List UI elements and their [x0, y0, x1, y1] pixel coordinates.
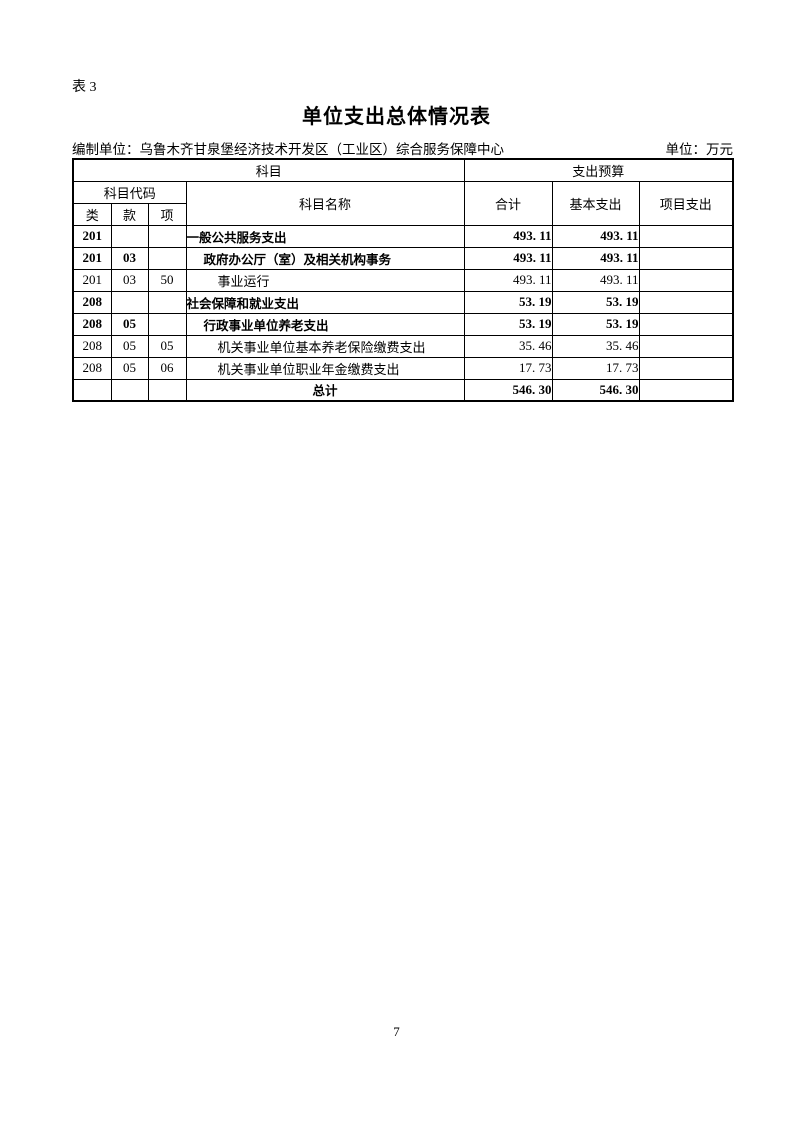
header-budget-group: 支出预算	[463, 158, 734, 182]
table-row: 201 03 50 事业运行 493. 11 493. 11	[72, 268, 734, 292]
cell-class	[72, 378, 112, 402]
cell-item	[147, 246, 187, 270]
cell-section	[110, 378, 149, 402]
unit-label: 单位：万元	[665, 142, 734, 157]
cell-project	[638, 378, 734, 402]
cell-basic: 493. 11	[551, 224, 640, 248]
cell-basic: 493. 11	[551, 268, 640, 292]
table-row: 208 05 行政事业单位养老支出 53. 19 53. 19	[72, 312, 734, 336]
cell-project	[638, 246, 734, 270]
page-title: 单位支出总体情况表	[302, 106, 491, 128]
cell-item	[147, 290, 187, 314]
table-row: 208 社会保障和就业支出 53. 19 53. 19	[72, 290, 734, 314]
cell-section: 05	[110, 312, 149, 336]
header-item: 项	[147, 202, 187, 226]
cell-item	[147, 312, 187, 336]
cell-basic: 53. 19	[551, 312, 640, 336]
cell-section	[110, 224, 149, 248]
cell-class: 208	[72, 290, 112, 314]
header-section: 款	[110, 202, 149, 226]
cell-subject-name: 事业运行	[185, 268, 465, 292]
header-basic-expense: 基本支出	[551, 180, 640, 226]
header-subject-group: 科目	[72, 158, 465, 182]
cell-project	[638, 268, 734, 292]
table-row-total: 总计 546. 30 546. 30	[72, 378, 734, 402]
cell-total: 53. 19	[463, 312, 553, 336]
cell-class: 201	[72, 224, 112, 248]
table-row: 208 05 06 机关事业单位职业年金缴费支出 17. 73 17. 73	[72, 356, 734, 380]
table-row: 201 03 政府办公厅（室）及相关机构事务 493. 11 493. 11	[72, 246, 734, 270]
cell-subject-name: 机关事业单位基本养老保险缴费支出	[185, 334, 465, 358]
cell-section: 03	[110, 268, 149, 292]
cell-subject-name: 社会保障和就业支出	[185, 290, 465, 314]
cell-total: 493. 11	[463, 268, 553, 292]
cell-class: 208	[72, 356, 112, 380]
expenditure-table: 科目 支出预算 科目代码 科目名称 合计 基本支出 项目支出 类 款 项 201…	[72, 158, 735, 402]
cell-item: 05	[147, 334, 187, 358]
page-number: 7	[393, 1024, 400, 1039]
header-total: 合计	[463, 180, 553, 226]
cell-section: 05	[110, 356, 149, 380]
cell-class: 208	[72, 334, 112, 358]
cell-subject-name: 行政事业单位养老支出	[185, 312, 465, 336]
table-number-label: 表 3	[72, 80, 97, 95]
cell-section: 03	[110, 246, 149, 270]
cell-total: 53. 19	[463, 290, 553, 314]
cell-project	[638, 312, 734, 336]
cell-basic: 493. 11	[551, 246, 640, 270]
cell-section	[110, 290, 149, 314]
cell-item	[147, 224, 187, 248]
cell-basic: 546. 30	[551, 378, 640, 402]
cell-class: 201	[72, 268, 112, 292]
cell-total: 546. 30	[463, 378, 553, 402]
meta-line: 编制单位：乌鲁木齐甘泉堡经济技术开发区（工业区）综合服务保障中心 单位：万元	[72, 138, 733, 158]
table-header-row-groups: 科目 支出预算	[72, 158, 734, 182]
cell-item: 50	[147, 268, 187, 292]
header-subject-name: 科目名称	[185, 180, 465, 226]
cell-project	[638, 356, 734, 380]
prepared-by-label: 编制单位：乌鲁木齐甘泉堡经济技术开发区（工业区）综合服务保障中心	[72, 142, 504, 157]
cell-basic: 35. 46	[551, 334, 640, 358]
cell-subject-name: 总计	[185, 378, 465, 402]
cell-item	[147, 378, 187, 402]
table-row: 208 05 05 机关事业单位基本养老保险缴费支出 35. 46 35. 46	[72, 334, 734, 358]
cell-class: 208	[72, 312, 112, 336]
cell-basic: 17. 73	[551, 356, 640, 380]
cell-class: 201	[72, 246, 112, 270]
header-class: 类	[72, 202, 112, 226]
cell-total: 17. 73	[463, 356, 553, 380]
header-code-group: 科目代码	[72, 180, 187, 204]
header-project-expense: 项目支出	[638, 180, 734, 226]
cell-subject-name: 机关事业单位职业年金缴费支出	[185, 356, 465, 380]
table-header-row-mid: 科目代码 科目名称 合计 基本支出 项目支出	[72, 180, 734, 226]
cell-total: 493. 11	[463, 246, 553, 270]
cell-total: 493. 11	[463, 224, 553, 248]
cell-item: 06	[147, 356, 187, 380]
cell-basic: 53. 19	[551, 290, 640, 314]
cell-project	[638, 334, 734, 358]
cell-section: 05	[110, 334, 149, 358]
cell-subject-name: 一般公共服务支出	[185, 224, 465, 248]
cell-project	[638, 224, 734, 248]
table-row: 201 一般公共服务支出 493. 11 493. 11	[72, 224, 734, 248]
cell-subject-name: 政府办公厅（室）及相关机构事务	[185, 246, 465, 270]
cell-project	[638, 290, 734, 314]
cell-total: 35. 46	[463, 334, 553, 358]
